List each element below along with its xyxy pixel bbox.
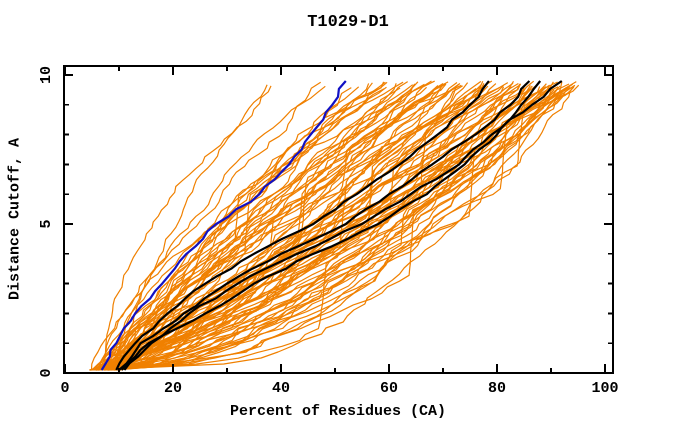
prediction-curve [96, 83, 497, 371]
x-tick-label: 20 [164, 380, 182, 397]
x-tick-label: 0 [60, 380, 69, 397]
prediction-curve [108, 84, 580, 371]
prediction-curve [111, 83, 522, 371]
x-tick-label: 100 [591, 380, 618, 397]
black-curve-3 [120, 80, 542, 371]
prediction-curve [113, 85, 326, 371]
black-curve-1 [115, 80, 490, 371]
x-tick-label: 60 [380, 380, 398, 397]
prediction-curve [103, 83, 461, 371]
y-tick-label: 5 [38, 219, 55, 228]
x-axis-label: Percent of Residues (CA) [229, 403, 447, 420]
prediction-curve [104, 88, 565, 371]
prediction-curve [111, 82, 458, 371]
blue-reference-curve [100, 80, 347, 371]
prediction-curve [106, 87, 352, 371]
prediction-curve [107, 88, 477, 371]
prediction-curve [90, 81, 563, 371]
y-tick-label: 0 [38, 368, 55, 377]
prediction-curve [96, 83, 460, 371]
prediction-curve [100, 81, 322, 371]
chart-title: T1029-D1 [307, 13, 389, 32]
prediction-curve [114, 83, 521, 371]
prediction-curve [107, 83, 526, 371]
y-tick-label: 10 [38, 66, 55, 84]
prediction-curve [108, 81, 449, 371]
prediction-curve [113, 83, 574, 371]
prediction-curve [95, 88, 412, 371]
axis-box [63, 65, 614, 374]
prediction-curve [101, 89, 555, 371]
black-curve-2 [118, 80, 531, 371]
x-tick-label: 80 [488, 380, 506, 397]
prediction-curve [112, 85, 520, 371]
prediction-curve [103, 85, 272, 370]
prediction-curve [113, 81, 385, 371]
prediction-curve [119, 84, 576, 371]
black-curve-4 [123, 80, 563, 371]
prediction-curve [94, 80, 493, 371]
prediction-curve [114, 89, 553, 371]
x-tick-label: 40 [272, 380, 290, 397]
prediction-curve [112, 80, 435, 371]
prediction-curve [91, 83, 370, 371]
prediction-curve [104, 87, 546, 371]
